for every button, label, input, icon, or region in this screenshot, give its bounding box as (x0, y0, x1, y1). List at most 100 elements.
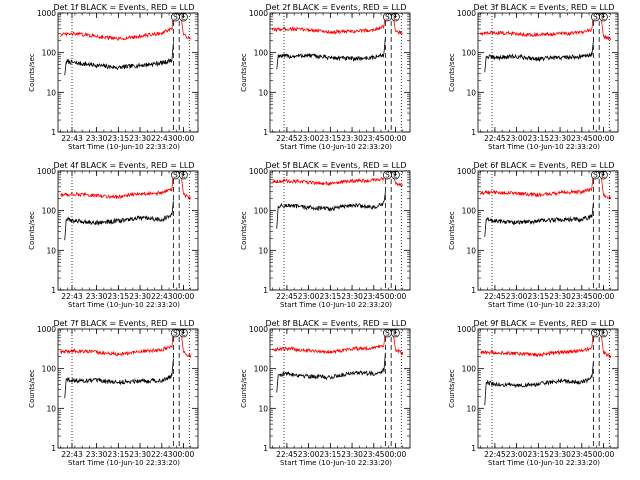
y-tick-label: 1000 (37, 325, 56, 334)
annotation-s-circle: S (591, 329, 600, 338)
x-tick-label: 23:00 (506, 450, 528, 459)
events-series-line (484, 361, 594, 406)
y-axis-label: Counts/sec (28, 53, 36, 92)
x-tick-label: 22:45 (484, 134, 506, 143)
x-tick-label: 23:00 (298, 450, 320, 459)
x-tick-label: 23:45 (571, 292, 593, 301)
x-tick-label: 23:30 (549, 134, 571, 143)
x-tick-label: 23:30 (86, 450, 108, 459)
x-tick-label: 23:15 (108, 134, 130, 143)
x-tick-label: 22:43 (61, 292, 83, 301)
x-tick-label: 22:43 (151, 134, 173, 143)
detector-panel-6: Det 6f BLACK = Events, RED = LLDSE110100… (448, 161, 619, 309)
y-axis-label: Counts/sec (448, 211, 456, 250)
y-axis-label: Counts/sec (240, 211, 248, 250)
y-tick-label: 1000 (457, 9, 476, 18)
plot-frame (57, 12, 199, 133)
x-axis-label: Start Time (10-Jun-10 22:33:20) (280, 459, 392, 467)
lld-series-line (480, 171, 612, 201)
x-axis-label: Start Time (10-Jun-10 22:33:20) (280, 301, 392, 309)
x-tick-label: 00:00 (173, 450, 195, 459)
plot-frame (477, 170, 619, 291)
plot-area (60, 13, 192, 132)
panel-title: Det 8f BLACK = Events, RED = LLD (265, 319, 406, 328)
events-series-line (276, 191, 386, 229)
x-tick-label: 00:00 (173, 134, 195, 143)
svg-text:S: S (593, 171, 598, 180)
plot-area (480, 329, 612, 448)
x-tick-label: 00:00 (385, 134, 407, 143)
x-tick-label: 23:15 (528, 134, 550, 143)
plot-area (272, 171, 404, 290)
y-tick-label: 100 (42, 49, 57, 58)
y-axis-label: Counts/sec (448, 53, 456, 92)
y-tick-label: 100 (254, 365, 269, 374)
plot-frame (269, 170, 411, 291)
detector-panel-4: Det 4f BLACK = Events, RED = LLDSE110100… (28, 161, 199, 309)
y-tick-label: 1 (471, 444, 476, 453)
x-tick-label: 23:15 (528, 450, 550, 459)
detector-panel-3: Det 3f BLACK = Events, RED = LLDSE110100… (448, 3, 619, 151)
y-tick-label: 100 (42, 207, 57, 216)
detector-panel-1: Det 1f BLACK = Events, RED = LLDSE110100… (28, 3, 199, 151)
x-tick-label: 23:15 (108, 450, 130, 459)
events-series-line (276, 36, 386, 70)
panel-title: Det 9f BLACK = Events, RED = LLD (473, 319, 614, 328)
plot-frame (57, 170, 199, 291)
x-tick-label: 23:45 (571, 450, 593, 459)
panel-title: Det 5f BLACK = Events, RED = LLD (265, 161, 406, 170)
events-series-line (484, 40, 594, 73)
annotation-s-circle: S (383, 13, 392, 22)
events-series-line (484, 202, 594, 237)
x-tick-label: 00:00 (385, 292, 407, 301)
annotation-s-circle: S (591, 171, 600, 180)
panel-title: Det 6f BLACK = Events, RED = LLD (473, 161, 614, 170)
x-tick-label: 23:30 (129, 134, 151, 143)
y-tick-label: 100 (42, 365, 57, 374)
x-tick-label: 23:45 (363, 292, 385, 301)
x-tick-label: 23:00 (298, 292, 320, 301)
y-tick-label: 10 (466, 246, 476, 255)
x-tick-label: 22:45 (276, 292, 298, 301)
x-axis-label: Start Time (10-Jun-10 22:33:20) (68, 459, 180, 467)
lld-series-line (272, 13, 404, 36)
detector-panel-8: Det 8f BLACK = Events, RED = LLDSE110100… (240, 319, 411, 467)
x-tick-label: 23:30 (86, 292, 108, 301)
x-tick-label: 22:43 (61, 134, 83, 143)
x-axis-label: Start Time (10-Jun-10 22:33:20) (488, 301, 600, 309)
lld-series-line (60, 329, 192, 358)
x-tick-label: 23:30 (341, 134, 363, 143)
plot-area (480, 13, 612, 132)
svg-text:S: S (385, 13, 390, 22)
x-axis-label: Start Time (10-Jun-10 22:33:20) (68, 143, 180, 151)
plot-area (480, 171, 612, 290)
y-tick-label: 1 (263, 128, 268, 137)
svg-text:S: S (385, 329, 390, 338)
lld-series-line (60, 13, 192, 42)
lld-series-line (480, 329, 612, 359)
x-tick-label: 23:30 (129, 292, 151, 301)
annotation-s-circle: S (591, 13, 600, 22)
y-tick-label: 1000 (457, 325, 476, 334)
plot-frame (477, 328, 619, 449)
svg-text:S: S (385, 171, 390, 180)
y-tick-label: 1 (471, 128, 476, 137)
x-tick-label: 23:15 (320, 292, 342, 301)
svg-text:S: S (593, 13, 598, 22)
x-axis-label: Start Time (10-Jun-10 22:33:20) (488, 143, 600, 151)
x-tick-label: 00:00 (385, 450, 407, 459)
x-tick-label: 23:45 (363, 450, 385, 459)
panel-title: Det 1f BLACK = Events, RED = LLD (53, 3, 194, 12)
events-series-line (64, 200, 174, 241)
plot-frame (477, 12, 619, 133)
x-tick-label: 23:45 (571, 134, 593, 143)
y-tick-label: 100 (462, 365, 477, 374)
svg-text:S: S (173, 329, 178, 338)
y-tick-label: 1000 (249, 325, 268, 334)
y-tick-label: 10 (466, 404, 476, 413)
y-tick-label: 1000 (37, 167, 56, 176)
x-tick-label: 23:45 (363, 134, 385, 143)
x-axis-label: Start Time (10-Jun-10 22:33:20) (280, 143, 392, 151)
x-tick-label: 22:45 (484, 450, 506, 459)
y-tick-label: 1 (51, 444, 56, 453)
